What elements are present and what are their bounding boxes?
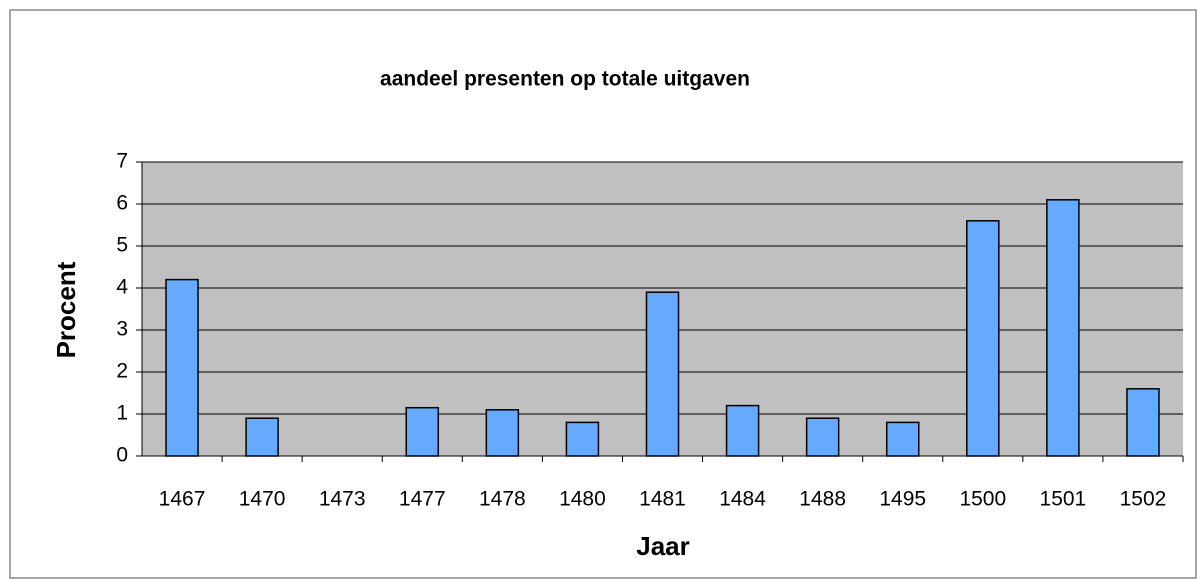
x-tick-label: 1477 xyxy=(399,488,446,511)
y-axis-label: Procent xyxy=(51,261,81,358)
y-tick-label: 6 xyxy=(116,192,128,215)
bar xyxy=(565,421,600,457)
y-tick-label: 0 xyxy=(116,444,128,467)
y-tick-label: 2 xyxy=(116,360,128,383)
x-tick-label: 1484 xyxy=(719,488,766,511)
bar xyxy=(725,404,760,457)
bar xyxy=(1046,199,1080,457)
bar xyxy=(165,278,199,457)
bar xyxy=(645,291,680,457)
bar xyxy=(405,406,440,457)
bar xyxy=(245,417,279,457)
chart-title: aandeel presenten op totale uitgaven xyxy=(380,68,750,91)
x-axis-label: Jaar xyxy=(636,531,690,561)
x-tick-label: 1481 xyxy=(639,488,686,511)
x-tick-label: 1488 xyxy=(799,488,846,511)
bar xyxy=(805,417,840,457)
bar xyxy=(1126,388,1160,457)
bar xyxy=(485,409,520,457)
y-tick-label: 5 xyxy=(116,234,128,257)
x-tick-label: 1473 xyxy=(319,488,366,511)
bar xyxy=(885,421,920,457)
x-tick-label: 1470 xyxy=(239,488,286,511)
x-tick-label: 1500 xyxy=(959,488,1006,511)
y-tick-label: 1 xyxy=(116,402,128,425)
x-tick-label: 1495 xyxy=(879,488,926,511)
x-tick-label: 1467 xyxy=(159,488,206,511)
y-tick-label: 7 xyxy=(116,150,128,173)
x-tick-label: 1478 xyxy=(479,488,526,511)
bar xyxy=(966,220,1000,457)
x-tick-label: 1480 xyxy=(559,488,606,511)
x-tick-label: 1501 xyxy=(1040,488,1087,511)
y-tick-label: 4 xyxy=(116,276,128,299)
x-tick-label: 1502 xyxy=(1120,488,1167,511)
y-tick-label: 3 xyxy=(116,318,128,341)
